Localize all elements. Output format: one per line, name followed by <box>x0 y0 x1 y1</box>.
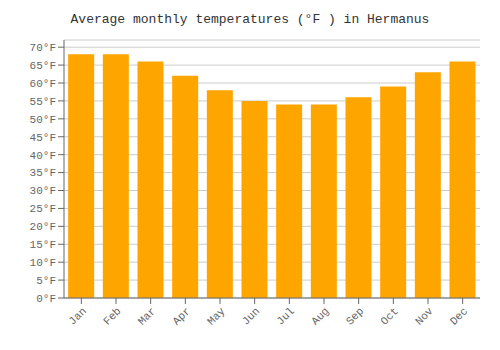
svg-text:25°F: 25°F <box>30 203 56 215</box>
svg-text:Jul: Jul <box>274 305 296 327</box>
svg-text:Jun: Jun <box>240 305 262 327</box>
svg-text:Dec: Dec <box>448 305 470 327</box>
svg-text:45°F: 45°F <box>30 132 56 144</box>
svg-text:20°F: 20°F <box>30 221 56 233</box>
svg-text:Sep: Sep <box>344 305 366 327</box>
svg-text:Nov: Nov <box>413 305 436 328</box>
svg-text:Feb: Feb <box>101 305 123 327</box>
svg-text:5°F: 5°F <box>36 275 56 287</box>
svg-text:65°F: 65°F <box>30 60 56 72</box>
svg-text:35°F: 35°F <box>30 167 56 179</box>
svg-text:50°F: 50°F <box>30 114 56 126</box>
html-text:Average monthly temperatures (: Average monthly temperatures (°F ) in He… <box>70 12 430 27</box>
svg-text:60°F: 60°F <box>30 78 56 90</box>
svg-text:15°F: 15°F <box>30 239 56 251</box>
svg-text:0°F: 0°F <box>36 293 56 305</box>
svg-text:55°F: 55°F <box>30 96 56 108</box>
svg-text:May: May <box>205 305 228 328</box>
svg-text:Oct: Oct <box>378 305 400 327</box>
svg-text:Mar: Mar <box>136 305 158 327</box>
svg-text:Apr: Apr <box>170 305 192 327</box>
svg-text:30°F: 30°F <box>30 185 56 197</box>
svg-text:Jan: Jan <box>66 305 88 327</box>
svg-text:70°F: 70°F <box>30 42 56 54</box>
svg-text:40°F: 40°F <box>30 150 56 162</box>
svg-text:Aug: Aug <box>309 305 331 327</box>
svg-text:10°F: 10°F <box>30 257 56 269</box>
